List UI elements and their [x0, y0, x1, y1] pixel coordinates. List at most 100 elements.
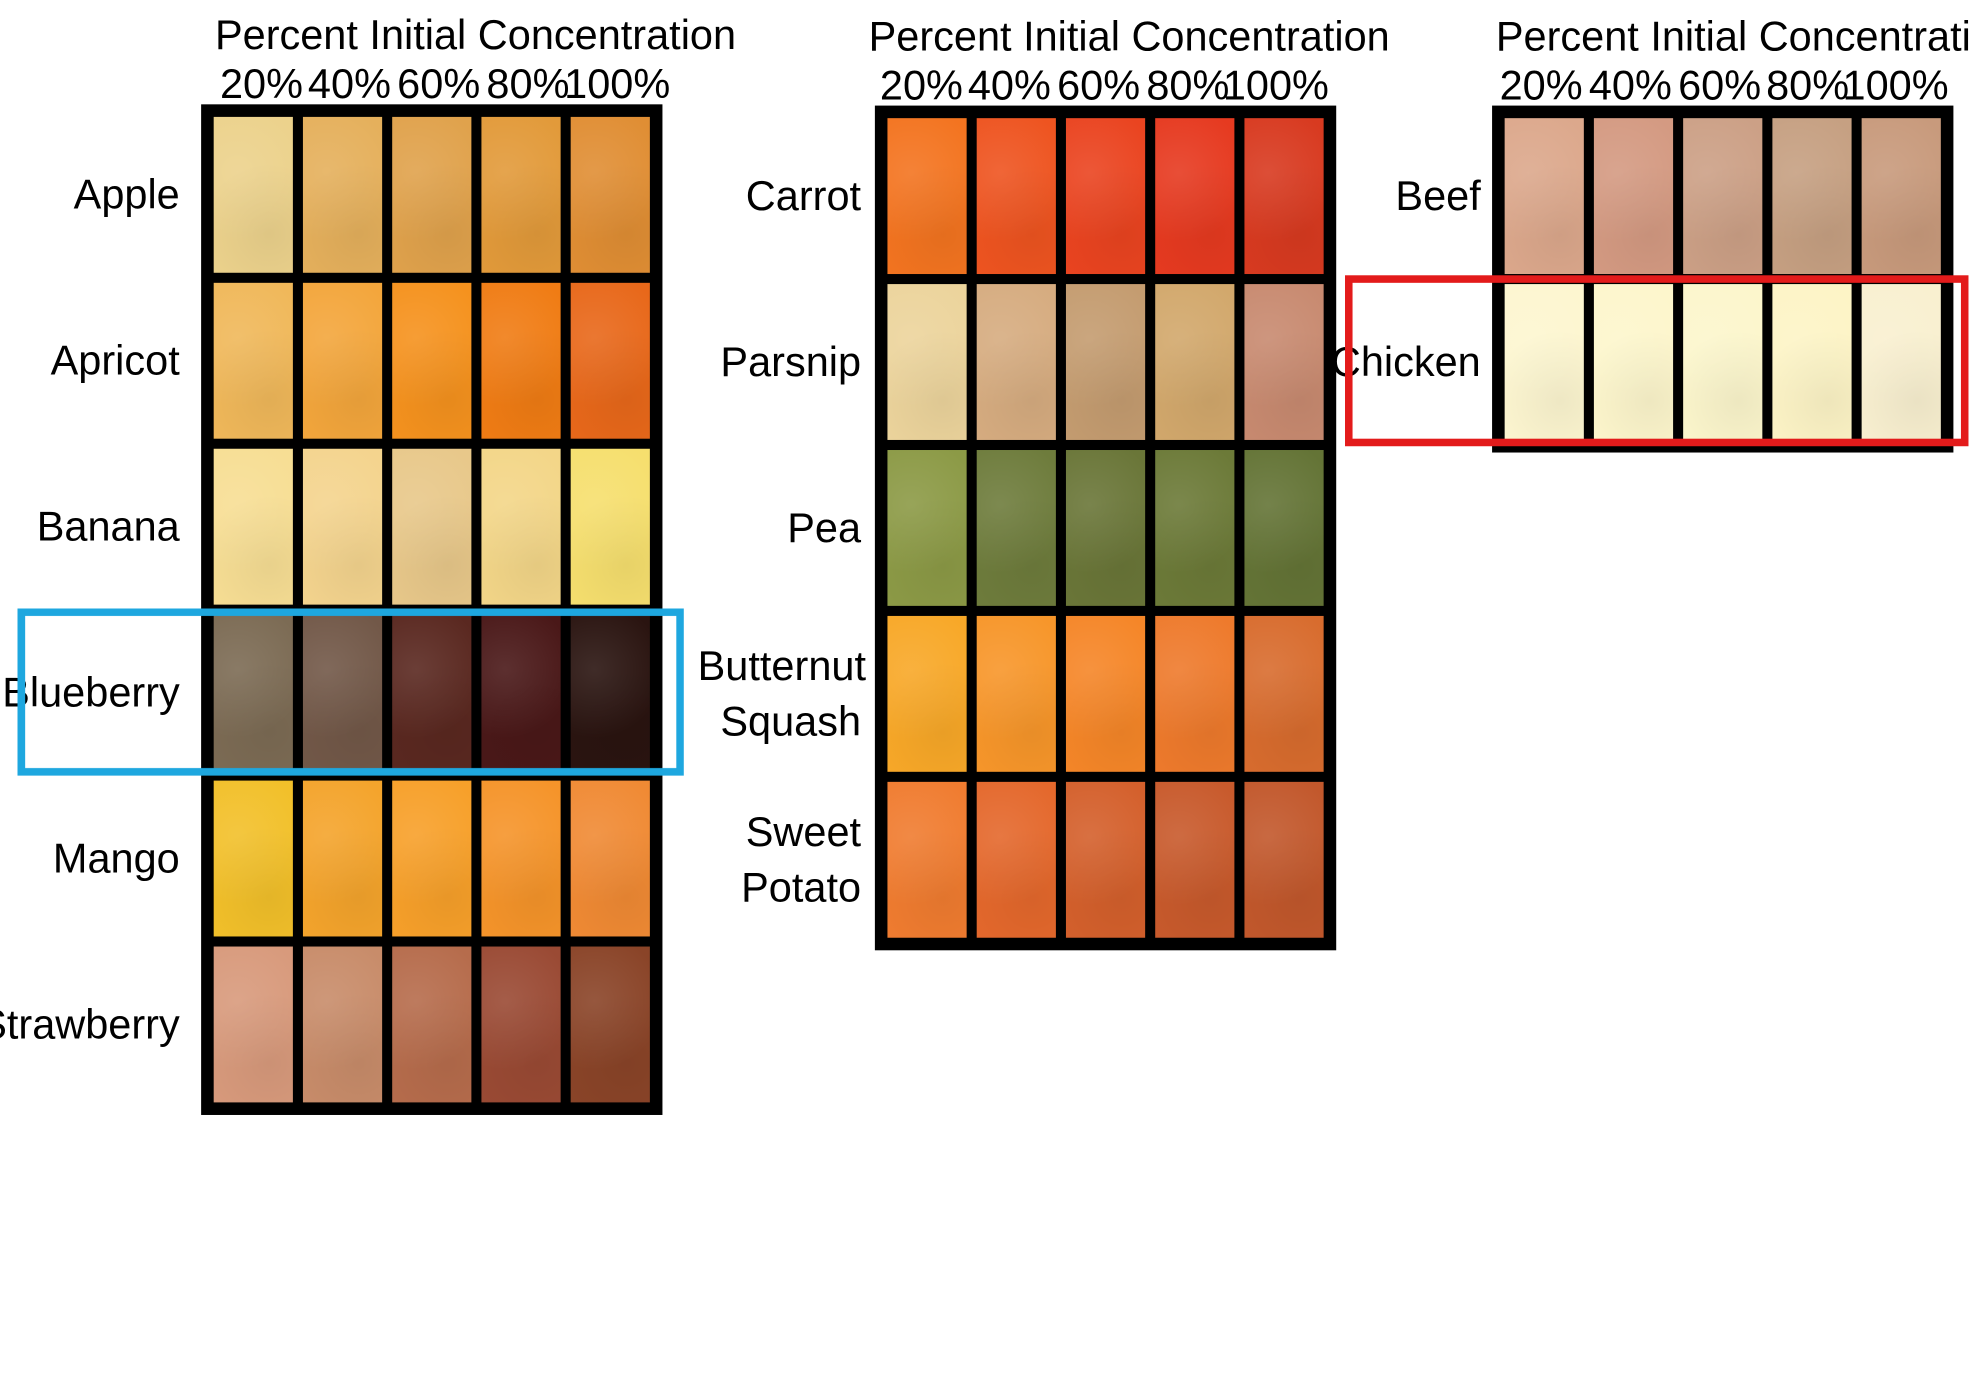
- color-swatch: [1861, 284, 1941, 440]
- color-swatch: [481, 116, 561, 273]
- panel-2-swatch-grid: [874, 105, 1337, 951]
- row-label: Apricot: [50, 336, 180, 384]
- row-label: Beef: [1395, 172, 1481, 219]
- color-swatch: [213, 282, 293, 439]
- row-label: Blueberry: [2, 668, 180, 716]
- column-label: 20%: [879, 61, 963, 109]
- column-label: 100%: [564, 60, 671, 107]
- color-swatch: [1504, 118, 1584, 275]
- color-swatch: [213, 946, 293, 1103]
- color-swatch: [302, 780, 383, 937]
- color-swatch: [1861, 118, 1941, 275]
- panel-3-title: Percent Initial Concentration: [1495, 12, 1971, 60]
- row-label: Pea: [787, 504, 862, 551]
- color-swatch: [302, 282, 383, 439]
- color-swatch: [481, 614, 561, 771]
- color-swatch: [302, 116, 383, 273]
- row-label: Parsnip: [720, 338, 862, 385]
- color-swatch: [1772, 118, 1852, 275]
- color-swatch: [392, 946, 472, 1103]
- color-swatch: [1593, 284, 1674, 440]
- panel-1-title: Percent Initial Concentration: [214, 11, 737, 58]
- color-swatch: [976, 450, 1056, 606]
- column-label: 60%: [1057, 61, 1141, 109]
- color-swatch: [302, 946, 383, 1103]
- color-swatch: [976, 615, 1056, 772]
- color-swatch: [392, 614, 472, 771]
- column-label: 60%: [1678, 61, 1762, 109]
- row-label: Butternut Squash: [697, 642, 866, 744]
- color-swatch: [570, 282, 650, 439]
- column-label: 40%: [967, 61, 1051, 109]
- color-swatch: [481, 282, 561, 439]
- color-swatch: [213, 780, 293, 937]
- row-label: Carrot: [745, 172, 862, 219]
- color-swatch: [1683, 284, 1763, 440]
- row-label: Strawberry: [0, 1000, 180, 1048]
- color-swatch: [392, 116, 472, 273]
- column-label: 20%: [219, 60, 303, 107]
- color-swatch: [213, 614, 293, 771]
- color-swatch: [570, 448, 650, 605]
- color-swatch: [392, 780, 472, 937]
- column-label: 40%: [307, 60, 391, 107]
- panel-2-title: Percent Initial Concentration: [868, 12, 1390, 60]
- color-swatch: [1065, 118, 1146, 275]
- row-label: Banana: [36, 502, 180, 550]
- column-label: 20%: [1499, 61, 1583, 109]
- color-swatch: [481, 780, 561, 937]
- row-label: Apple: [73, 170, 180, 218]
- color-swatch: [392, 448, 472, 605]
- color-swatch: [1065, 284, 1146, 440]
- color-swatch: [392, 282, 472, 439]
- column-label: 80%: [1766, 61, 1850, 109]
- column-label: 80%: [486, 60, 570, 107]
- color-swatch: [1244, 615, 1324, 772]
- color-swatch: [1244, 781, 1324, 938]
- color-swatch: [570, 116, 650, 273]
- color-swatch: [1065, 781, 1146, 938]
- color-swatch: [887, 615, 967, 772]
- highlight-box: [1345, 275, 1969, 447]
- color-swatch: [1244, 450, 1324, 606]
- color-swatch: [302, 448, 383, 605]
- color-swatch: [213, 448, 293, 605]
- row-label: Chicken: [1330, 338, 1481, 385]
- color-swatch: [1155, 284, 1235, 440]
- color-swatch: [887, 781, 967, 938]
- color-swatch: [570, 614, 650, 771]
- column-label: 100%: [1842, 61, 1949, 109]
- color-swatch: [570, 946, 650, 1103]
- panel-3-swatch-grid: [1492, 105, 1954, 453]
- color-swatch: [1244, 118, 1324, 275]
- highlight-box: [17, 608, 684, 776]
- color-swatch: [1155, 450, 1235, 606]
- color-swatch: [1504, 284, 1584, 440]
- color-swatch: [1065, 450, 1146, 606]
- color-swatch: [481, 448, 561, 605]
- color-swatch: [1155, 118, 1235, 275]
- color-swatch: [570, 780, 650, 937]
- column-label: 40%: [1588, 61, 1672, 109]
- color-swatch: [481, 946, 561, 1103]
- color-swatch: [1155, 615, 1235, 772]
- color-swatch: [1065, 615, 1146, 772]
- color-swatch: [213, 116, 293, 273]
- color-swatch: [302, 614, 383, 771]
- row-label: Mango: [52, 834, 180, 882]
- color-swatch: [976, 284, 1056, 440]
- row-label: Sweet Potato: [741, 808, 862, 910]
- color-swatch: [887, 118, 967, 275]
- color-swatch: [1593, 118, 1674, 275]
- color-swatch: [1155, 781, 1235, 938]
- column-label: 60%: [397, 60, 481, 107]
- color-swatch: [976, 118, 1056, 275]
- color-swatch: [887, 284, 967, 440]
- column-label: 80%: [1146, 61, 1230, 109]
- color-swatch: [887, 450, 967, 606]
- color-swatch: [1772, 284, 1852, 440]
- column-label: 100%: [1222, 61, 1329, 109]
- color-swatch: [1683, 118, 1763, 275]
- color-swatch: [976, 781, 1056, 938]
